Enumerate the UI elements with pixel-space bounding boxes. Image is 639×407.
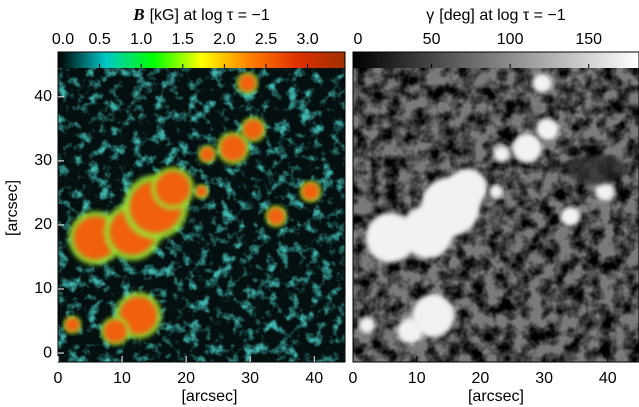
title-symbol: γ xyxy=(426,7,434,24)
x-tick-label: 10 xyxy=(113,370,131,387)
title-symbol: B xyxy=(132,5,144,24)
inclination-patch xyxy=(532,73,552,93)
image-map xyxy=(353,52,639,362)
x-tick-label: 20 xyxy=(471,370,489,387)
map-texture xyxy=(353,52,639,362)
field-core xyxy=(220,135,246,161)
inclination-patch xyxy=(397,318,423,344)
figure: 0.0 0.5 1.0 1.5 2.0 2.5 3.0 B [kG] at log τ = −1… xyxy=(0,0,639,407)
x-tick-label: 20 xyxy=(177,370,195,387)
image-map xyxy=(58,52,345,362)
field-core xyxy=(239,74,256,91)
colorbar-tick-label: 100 xyxy=(497,31,524,48)
inclination-patch xyxy=(493,146,509,162)
colorbar-tick-label: 3.0 xyxy=(296,31,318,48)
field-core xyxy=(302,183,319,200)
colorbar-tick-label: 0.0 xyxy=(52,31,74,48)
x-tick-label: 0 xyxy=(54,370,63,387)
y-tick-label: 0 xyxy=(43,344,52,361)
panel: 0.0 0.5 1.0 1.5 2.0 2.5 3.0 B [kG] at log τ = −1… xyxy=(4,5,345,405)
x-tick-label: 30 xyxy=(535,370,553,387)
inclination-patch xyxy=(448,169,487,208)
panel-title: B [kG] at log τ = −1 xyxy=(132,5,270,24)
y-tick-label: 30 xyxy=(34,152,52,169)
colorbar-tick-label: 1.5 xyxy=(172,31,194,48)
y-tick-label: 40 xyxy=(34,88,52,105)
x-tick-label: 40 xyxy=(305,370,323,387)
colorbar-tick-label: 50 xyxy=(423,31,441,48)
y-axis-label: [arcsec] xyxy=(4,180,21,236)
colorbar-tick-label: 0 xyxy=(354,31,363,48)
field-core xyxy=(156,171,190,205)
inclination-patch xyxy=(536,118,559,141)
map-texture xyxy=(58,52,345,362)
field-core xyxy=(65,318,79,332)
inclination-patch xyxy=(513,133,543,163)
colorbar xyxy=(58,52,345,68)
title-text: [kG] at log τ = −1 xyxy=(150,7,270,24)
x-axis-label: [arcsec] xyxy=(181,388,237,405)
field-core xyxy=(196,186,207,197)
inclination-patch xyxy=(359,317,375,333)
x-tick-label: 40 xyxy=(599,370,617,387)
colorbar xyxy=(353,52,639,68)
field-core xyxy=(268,208,285,225)
x-axis-label: [arcsec] xyxy=(468,388,524,405)
panel: 0 50 100 150 γ [deg] at log τ = −1 0 10 20 30 40 [a… xyxy=(349,7,639,405)
x-tick-label: 10 xyxy=(408,370,426,387)
colorbar-tick-label: 0.5 xyxy=(88,31,110,48)
inclination-patch xyxy=(560,206,580,226)
title-text: [deg] at log τ = −1 xyxy=(439,7,566,24)
panel-title: γ [deg] at log τ = −1 xyxy=(426,7,566,24)
colorbar-tick-label: 1.0 xyxy=(130,31,152,48)
colorbar-tick-label: 2.0 xyxy=(213,31,235,48)
x-tick-label: 30 xyxy=(241,370,259,387)
field-core xyxy=(104,320,127,343)
y-tick-label: 20 xyxy=(34,216,52,233)
y-tick-label: 10 xyxy=(34,280,52,297)
colorbar-tick-label: 150 xyxy=(575,31,602,48)
inclination-patch xyxy=(489,185,502,198)
dark-patch xyxy=(566,155,626,185)
x-tick-label: 0 xyxy=(349,370,358,387)
field-core xyxy=(200,147,214,161)
colorbar-tick-label: 2.5 xyxy=(255,31,277,48)
field-core xyxy=(243,119,263,139)
